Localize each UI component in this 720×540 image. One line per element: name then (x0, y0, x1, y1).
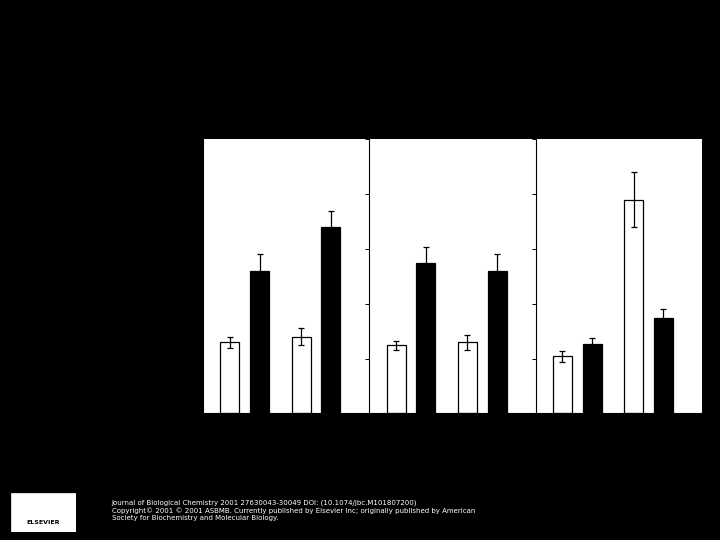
Text: LPS: LPS (143, 423, 172, 437)
Text: −: − (634, 424, 645, 437)
Bar (220, 342, 239, 414)
Bar (321, 227, 341, 414)
Text: +: + (649, 112, 662, 130)
Text: +: + (260, 424, 271, 437)
Text: +: + (676, 424, 687, 437)
Text: +: + (593, 424, 603, 437)
Text: M-CSF: M-CSF (423, 84, 482, 103)
Bar (654, 318, 673, 414)
Text: system: system (130, 456, 185, 469)
Text: −: − (552, 424, 562, 437)
Text: N1: N1 (276, 456, 297, 469)
Text: −: − (409, 112, 423, 130)
Bar (292, 337, 310, 414)
Text: −: − (219, 424, 229, 437)
Text: +: + (316, 112, 330, 130)
Text: −: − (385, 424, 395, 437)
Bar (553, 356, 572, 414)
Text: Journal of Biological Chemistry 2001 27630043-30049 DOI: (10.1074/jbc.M101807200: Journal of Biological Chemistry 2001 276… (112, 500, 475, 521)
Text: N2: N2 (442, 456, 463, 469)
Text: +: + (343, 424, 354, 437)
Bar (250, 271, 269, 414)
Bar (582, 345, 602, 414)
Text: ELSEVIER: ELSEVIER (27, 519, 60, 525)
Text: −: − (243, 112, 256, 130)
Bar (624, 200, 643, 414)
Text: −: − (575, 112, 589, 130)
Text: Figure 2: Figure 2 (332, 28, 388, 42)
Text: M-CSF: M-CSF (589, 84, 649, 103)
Bar (416, 263, 436, 414)
Bar (487, 271, 507, 414)
Text: +: + (510, 424, 521, 437)
Text: −: − (468, 424, 479, 437)
Text: +: + (426, 424, 437, 437)
Text: uridine uptake
(pmol/mg prot/3 min): uridine uptake (pmol/mg prot/3 min) (151, 217, 173, 336)
Bar (387, 346, 405, 414)
Text: M-CSF: M-CSF (256, 84, 316, 103)
Text: +: + (482, 112, 496, 130)
Text: −: − (302, 424, 312, 437)
Text: es: es (610, 456, 628, 469)
Bar (458, 342, 477, 414)
